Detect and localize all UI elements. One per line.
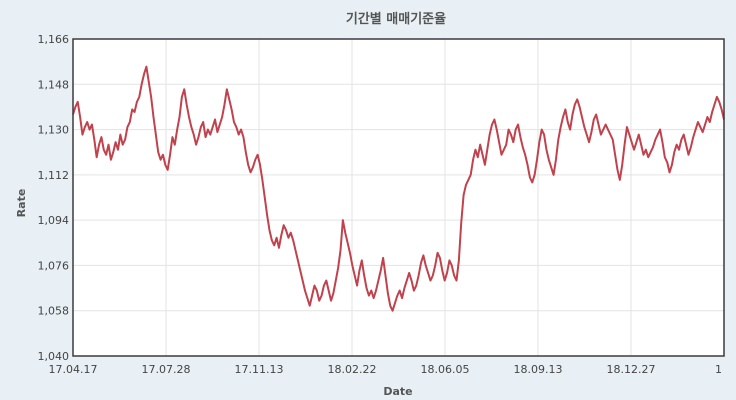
x-axis: 17.04.17 17.07.28 17.11.13 18.02.22 18.06.05…	[49, 363, 722, 376]
x-tick-label: 1	[715, 363, 722, 376]
y-axis-title: Rate	[15, 189, 28, 218]
x-tick-label: 18.02.22	[328, 363, 377, 376]
x-tick-label: 17.07.28	[142, 363, 191, 376]
y-tick-label: 1,130	[38, 124, 70, 137]
y-tick-label: 1,148	[38, 78, 70, 91]
y-tick-label: 1,112	[38, 169, 70, 182]
y-tick-label: 1,058	[38, 305, 70, 318]
x-tick-label: 17.11.13	[235, 363, 284, 376]
chart-title: 기간별 매매기준율	[346, 11, 446, 27]
x-tick-label: 18.06.05	[421, 363, 470, 376]
plot-background	[73, 39, 724, 356]
y-tick-label: 1,076	[38, 259, 70, 272]
x-tick-label: 18.12.27	[607, 363, 656, 376]
series-line	[72, 65, 725, 312]
y-tick-label: 1,166	[38, 33, 70, 46]
x-axis-title: Date	[383, 385, 412, 398]
plot-border	[72, 38, 725, 357]
x-tick-label: 17.04.17	[49, 363, 98, 376]
x-tick-label: 18.09.13	[514, 363, 563, 376]
y-tick-label: 1,094	[38, 214, 70, 227]
plot-area: 1,040 1,058 1,076 1,094 1,112 1,130 1,148 1,166…	[38, 33, 725, 376]
y-axis: 1,040 1,058 1,076 1,094 1,112 1,130 1,148 1,166	[38, 33, 70, 363]
y-tick-label: 1,040	[38, 350, 70, 363]
